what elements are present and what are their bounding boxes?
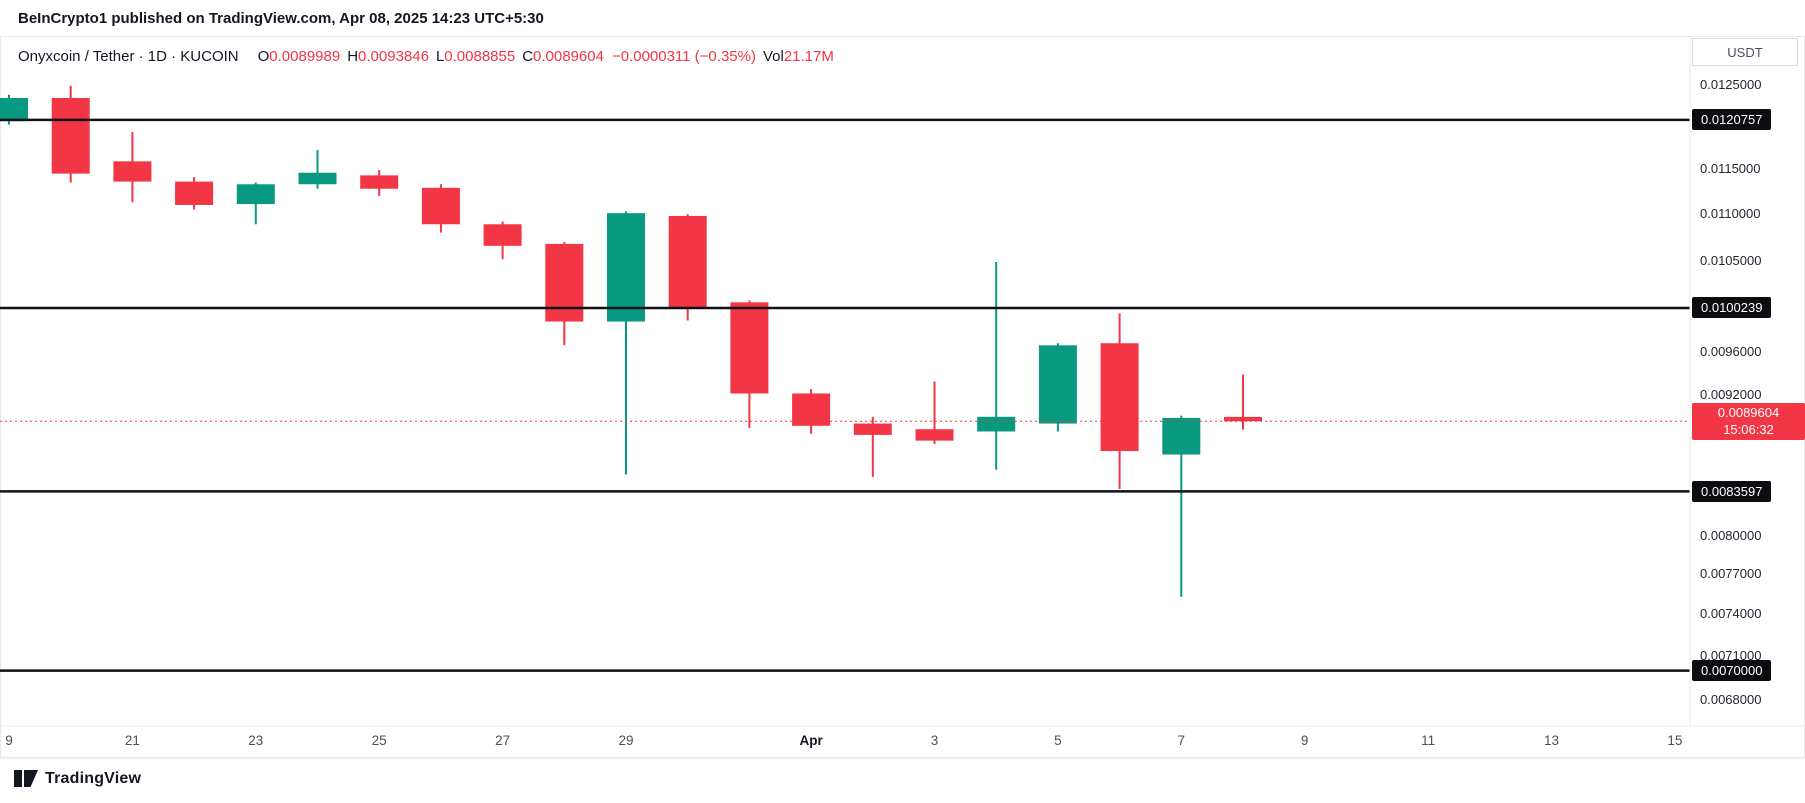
tradingview-logo-icon[interactable] bbox=[14, 770, 38, 788]
candle-body[interactable] bbox=[1224, 416, 1262, 422]
low-label: L bbox=[435, 48, 445, 65]
footer: TradingView bbox=[14, 766, 141, 792]
publisher-text: BeInCrypto1 published on TradingView.com… bbox=[18, 9, 544, 27]
candle-body[interactable] bbox=[607, 213, 645, 322]
chart-legend: Onyxcoin / Tether · 1D · KUCOIN O0.008998… bbox=[18, 48, 834, 65]
candle-body[interactable] bbox=[1100, 343, 1139, 452]
candle-body[interactable] bbox=[236, 184, 275, 205]
candle-body[interactable] bbox=[545, 243, 584, 322]
candle-body[interactable] bbox=[51, 98, 90, 174]
open-label: O bbox=[257, 48, 270, 65]
close-value: 0.0089604 bbox=[533, 48, 604, 65]
candle-body[interactable] bbox=[175, 181, 214, 205]
volume-value: 21.17M bbox=[783, 48, 834, 65]
candle-body[interactable] bbox=[1038, 345, 1077, 424]
candle-body[interactable] bbox=[730, 302, 769, 394]
candle-body[interactable] bbox=[113, 161, 152, 182]
candle-body[interactable] bbox=[298, 172, 337, 185]
change-value: −0.0000311 (−0.35%) bbox=[611, 48, 756, 65]
currency-label: USDT bbox=[1692, 38, 1798, 66]
volume-label: Vol bbox=[762, 48, 784, 65]
tradingview-brand[interactable]: TradingView bbox=[45, 770, 142, 787]
publisher-header: BeInCrypto1 published on TradingView.com… bbox=[0, 0, 1805, 36]
high-label: H bbox=[347, 48, 359, 65]
candle-body[interactable] bbox=[360, 175, 399, 189]
low-value: 0.0088855 bbox=[444, 48, 516, 65]
candle-body[interactable] bbox=[977, 416, 1016, 432]
candle-body[interactable] bbox=[483, 224, 522, 246]
candle-body[interactable] bbox=[1162, 417, 1201, 455]
candle-body[interactable] bbox=[421, 187, 460, 225]
close-label: C bbox=[522, 48, 534, 65]
open-value: 0.0089989 bbox=[269, 48, 341, 65]
candle-body[interactable] bbox=[915, 429, 954, 441]
symbol-title[interactable]: Onyxcoin / Tether · 1D · KUCOIN bbox=[18, 48, 239, 65]
candle-body[interactable] bbox=[0, 98, 28, 122]
high-value: 0.0093846 bbox=[358, 48, 429, 65]
candle-body[interactable] bbox=[668, 215, 707, 309]
candle-body[interactable] bbox=[853, 423, 892, 435]
candle-body[interactable] bbox=[792, 393, 831, 426]
